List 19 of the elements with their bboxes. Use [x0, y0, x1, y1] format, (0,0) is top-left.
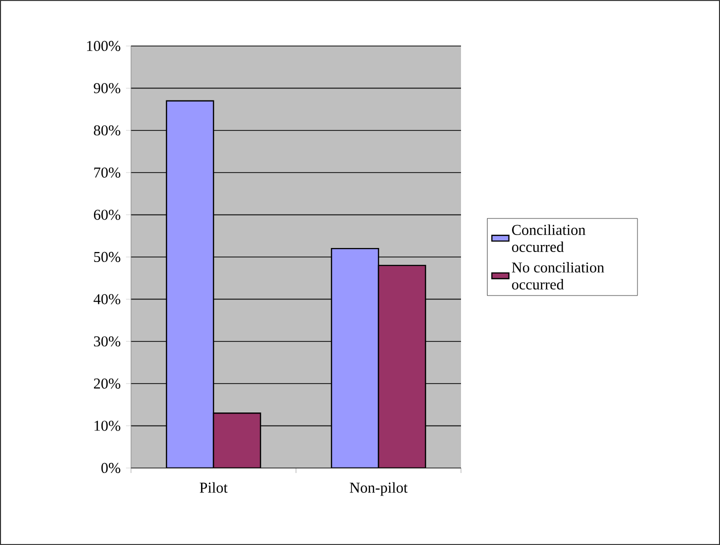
- y-tick-label: 20%: [94, 378, 120, 389]
- bar: [378, 264, 426, 468]
- bar: [166, 100, 214, 468]
- legend-label: No conciliation occurred: [512, 262, 604, 290]
- x-tick-label: Pilot: [200, 482, 228, 493]
- y-tick-label: 30%: [94, 336, 120, 346]
- y-tick-label: 50%: [94, 252, 120, 262]
- y-tick-label: 40%: [94, 294, 120, 304]
- y-tick-label: 70%: [94, 168, 120, 178]
- x-tick-label: Non-pilot: [350, 482, 408, 496]
- y-tick-label: 0%: [101, 462, 120, 474]
- y-tick-label: 90%: [94, 83, 120, 94]
- legend-label: Conciliation occurred: [512, 224, 586, 252]
- bar: [330, 248, 380, 468]
- y-tick-label: 60%: [94, 210, 120, 220]
- y-tick-label: 10%: [94, 420, 120, 431]
- y-tick-label: 100%: [87, 40, 120, 52]
- y-tick-label: 80%: [94, 125, 120, 136]
- bar: [212, 412, 262, 468]
